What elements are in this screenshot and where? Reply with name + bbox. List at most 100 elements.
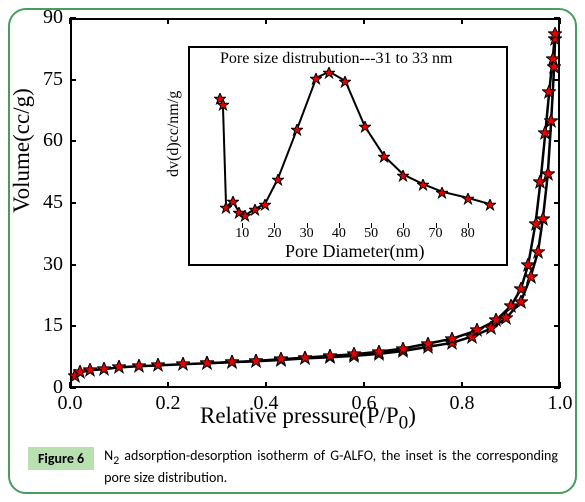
data-marker <box>372 345 386 359</box>
inset-data-marker <box>339 75 351 87</box>
data-marker <box>470 323 484 337</box>
caption-prefix: N <box>104 447 113 464</box>
x-tick-label: 0.0 <box>50 392 90 415</box>
data-marker <box>546 52 560 66</box>
x-tick-label: 0.8 <box>442 392 482 415</box>
data-marker <box>200 356 214 370</box>
data-marker <box>83 363 97 377</box>
y-tick-mark <box>70 140 76 142</box>
inset-data-marker <box>259 198 271 210</box>
inset-data-marker <box>378 150 390 162</box>
y-tick-label: 45 <box>33 191 63 214</box>
x-label-tail: ) <box>408 403 416 428</box>
x-tick-mark <box>167 18 169 24</box>
data-marker <box>298 351 312 365</box>
inset-tick-mark <box>339 223 340 228</box>
inset-x-tick-label: 30 <box>297 226 317 242</box>
data-marker <box>521 258 535 272</box>
data-marker <box>249 354 263 368</box>
x-tick-mark <box>363 18 365 24</box>
data-marker <box>538 126 552 140</box>
data-marker <box>514 282 528 296</box>
inset-data-marker <box>397 169 409 181</box>
data-marker <box>396 342 410 356</box>
caption: Figure 6 N2 adsorption-desorption isothe… <box>28 447 558 488</box>
inset-y-label: dv(d)cc/nm/g <box>165 91 183 177</box>
inset-title: Pore size distrubution---31 to 33 nm <box>220 50 452 68</box>
x-tick-mark <box>69 382 71 388</box>
inset-tick-mark <box>371 223 372 228</box>
x-tick-label: 1.0 <box>540 392 580 415</box>
x-tick-mark <box>69 18 71 24</box>
main-chart: Pore size distrubution---31 to 33 nm dv(… <box>70 18 560 388</box>
data-marker <box>151 358 165 372</box>
x-tick-label: 0.6 <box>344 392 384 415</box>
data-marker <box>533 175 547 189</box>
inset-x-tick-label: 50 <box>361 226 381 242</box>
y-tick-mark <box>70 79 76 81</box>
inset-x-tick-label: 10 <box>232 226 252 242</box>
y-tick-mark <box>554 202 560 204</box>
x-tick-mark <box>461 18 463 24</box>
data-marker <box>542 85 556 99</box>
inset-data-marker <box>323 66 335 78</box>
y-axis-label: Volume(cc/g) <box>9 88 35 213</box>
inset-data-marker <box>310 72 322 84</box>
inset-tick-mark <box>242 223 243 228</box>
x-tick-mark <box>559 18 561 24</box>
y-tick-mark <box>554 140 560 142</box>
inset-data-marker <box>436 186 448 198</box>
y-tick-mark <box>554 79 560 81</box>
inset-x-tick-label: 60 <box>393 226 413 242</box>
inset-tick-mark <box>274 223 275 228</box>
data-marker <box>176 357 190 371</box>
inset-x-tick-label: 80 <box>458 226 478 242</box>
data-marker <box>421 337 435 351</box>
data-marker <box>225 355 239 369</box>
x-tick-label: 0.4 <box>246 392 286 415</box>
y-tick-label: 30 <box>33 253 63 276</box>
caption-rest: adsorption-desorption isotherm of G-ALFO… <box>104 447 558 487</box>
data-marker <box>445 332 459 346</box>
inset-x-tick-label: 20 <box>264 226 284 242</box>
data-marker <box>323 349 337 363</box>
x-tick-mark <box>559 382 561 388</box>
data-marker <box>132 359 146 373</box>
inset-tick-mark <box>468 223 469 228</box>
data-marker <box>274 352 288 366</box>
inset-data-marker <box>217 98 229 110</box>
x-tick-mark <box>265 18 267 24</box>
inset-data-marker <box>272 173 284 185</box>
inset-data-marker <box>484 198 496 210</box>
data-marker <box>529 217 543 231</box>
data-marker <box>548 27 562 41</box>
inset-chart: Pore size distrubution---31 to 33 nm dv(… <box>188 46 508 266</box>
data-marker <box>504 299 518 313</box>
y-tick-mark <box>554 264 560 266</box>
inset-tick-mark <box>307 223 308 228</box>
y-tick-mark <box>70 202 76 204</box>
y-tick-mark <box>70 264 76 266</box>
y-tick-label: 75 <box>33 68 63 91</box>
caption-text: N2 adsorption-desorption isotherm of G-A… <box>104 447 558 488</box>
inset-data-marker <box>359 120 371 132</box>
inset-data-marker <box>291 123 303 135</box>
y-tick-label: 60 <box>33 129 63 152</box>
inset-x-tick-label: 40 <box>329 226 349 242</box>
x-tick-mark <box>461 382 463 388</box>
y-tick-mark <box>70 325 76 327</box>
inset-tick-mark <box>436 223 437 228</box>
inset-data-marker <box>462 192 474 204</box>
x-tick-mark <box>265 382 267 388</box>
inset-data-marker <box>417 178 429 190</box>
inset-x-tick-label: 70 <box>426 226 446 242</box>
y-tick-mark <box>554 325 560 327</box>
x-tick-mark <box>363 382 365 388</box>
x-tick-mark <box>167 382 169 388</box>
data-marker <box>112 360 126 374</box>
x-label-sub: 0 <box>399 413 409 434</box>
data-marker <box>347 347 361 361</box>
inset-tick-mark <box>403 223 404 228</box>
y-tick-label: 90 <box>33 6 63 29</box>
y-tick-label: 15 <box>33 314 63 337</box>
